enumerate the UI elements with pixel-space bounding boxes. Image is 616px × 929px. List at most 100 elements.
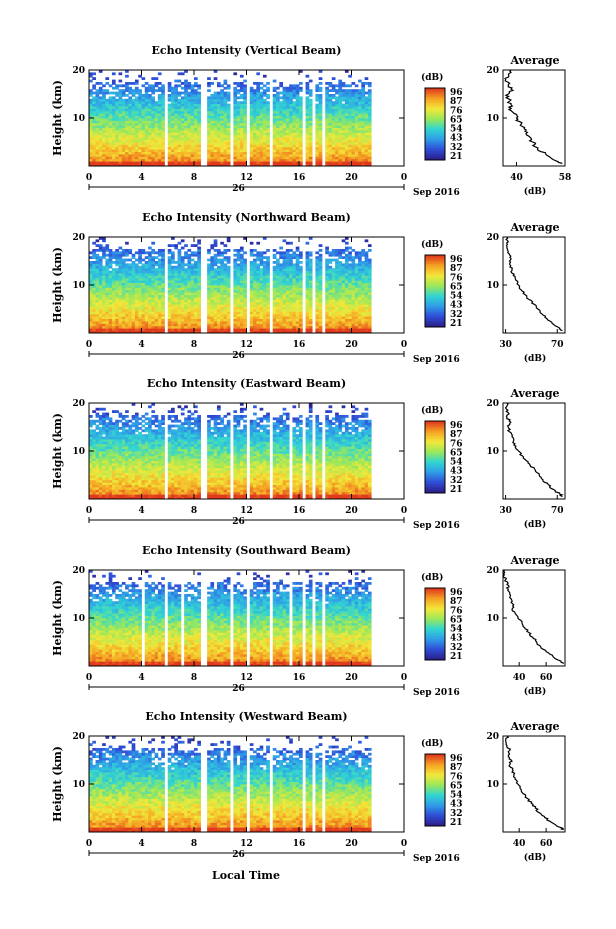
heatmap-cell [305,161,310,164]
heatmap-cell [92,304,96,307]
heatmap-cell [292,287,297,291]
heatmap-cell [187,313,192,317]
heatmap-cell [361,265,366,269]
heatmap-cell [161,301,165,305]
heatmap-cell [98,282,103,286]
heatmap-cell [134,139,139,143]
heatmap-cell [282,273,287,276]
heatmap-cell [305,304,310,307]
heatmap-cell [115,268,119,271]
heatmap-cell [213,258,218,262]
heatmap-cell [236,328,241,331]
heatmap-cell [259,261,264,264]
heatmap-cell [233,277,238,281]
heatmap-cell [138,122,142,126]
heatmap-cell [157,261,162,264]
heatmap-cell [364,270,369,274]
heatmap-cell [115,120,119,124]
heatmap-cell [259,103,264,107]
heatmap-cell [236,149,241,152]
heatmap-cell [105,263,110,267]
heatmap-cell [95,142,100,145]
heatmap-cell [295,154,300,157]
heatmap-cell [285,313,290,317]
heatmap-cell [141,313,146,317]
heatmap-cell [161,275,165,279]
heatmap-cell [341,91,346,95]
heatmap-cell [361,134,366,138]
heatmap-cell [154,130,159,133]
heatmap-cell [184,323,188,327]
heatmap-cell [171,144,175,148]
heatmap-cell [177,118,182,121]
heatmap-cell [161,110,165,114]
heatmap-cell [161,297,165,300]
heatmap-cell [253,96,257,100]
heatmap-cell [318,323,323,327]
heatmap-cell [121,297,126,300]
heatmap-cell [341,297,346,300]
heatmap-cell [220,98,224,102]
heatmap-cell [367,113,372,116]
heatmap-cell [266,113,270,116]
heatmap-cell [328,280,333,283]
heatmap-cell [128,98,133,102]
heatmap-cell [243,108,247,112]
heatmap-cell [118,118,123,121]
heatmap-cell [243,149,247,152]
heatmap-cell [361,297,366,300]
heatmap-cell [351,268,356,271]
heatmap-cell [341,130,346,133]
heatmap-cell [295,330,300,334]
heatmap-cell [315,261,320,264]
heatmap-cell [177,321,182,324]
heatmap-cell [89,328,93,331]
heatmap-cell [118,304,123,307]
heatmap-cell [338,328,343,331]
heatmap-cell [361,268,366,271]
heatmap-cell [226,277,231,281]
heatmap-cell [233,301,238,305]
heatmap-cell [305,108,310,112]
heatmap-cell [223,130,228,133]
heatmap-cell [318,306,323,310]
heatmap-cell [111,91,116,95]
heatmap-cell [154,325,159,329]
heatmap-cell [276,115,280,119]
heatmap-cell [338,127,343,131]
heatmap-cell [134,108,139,112]
heatmap-cell [128,106,133,109]
colorbar-band [425,103,445,105]
heatmap-cell [121,84,126,88]
colorbar-tick-label: 96 [450,88,463,98]
heatmap-cell [220,91,224,95]
heatmap-cell [226,103,231,107]
heatmap-cell [194,263,198,267]
heatmap-cell [184,79,188,83]
heatmap-cell [108,299,113,303]
heatmap-cell [131,151,136,155]
heatmap-cell [121,282,126,286]
heatmap-cell [144,163,149,167]
heatmap-cell [351,304,356,307]
heatmap-cell [121,89,126,92]
heatmap-cell [299,285,303,288]
heatmap-cell [121,98,126,102]
heatmap-cell [256,72,261,76]
heatmap-cell [216,151,221,155]
heatmap-cell [180,122,185,126]
heatmap-cell [151,110,156,114]
heatmap-cell [171,294,175,298]
heatmap-cell [177,151,182,155]
heatmap-cell [148,297,152,300]
heatmap-cell [131,263,136,267]
heatmap-cell [239,146,244,150]
heatmap-cell [141,115,146,119]
heatmap-cell [331,154,336,157]
heatmap-cell [128,101,133,104]
heatmap-cell [223,94,228,97]
heatmap-cell [131,280,136,283]
heatmap-cell [341,292,346,295]
heatmap-cell [305,101,310,104]
heatmap-cell [98,280,103,283]
